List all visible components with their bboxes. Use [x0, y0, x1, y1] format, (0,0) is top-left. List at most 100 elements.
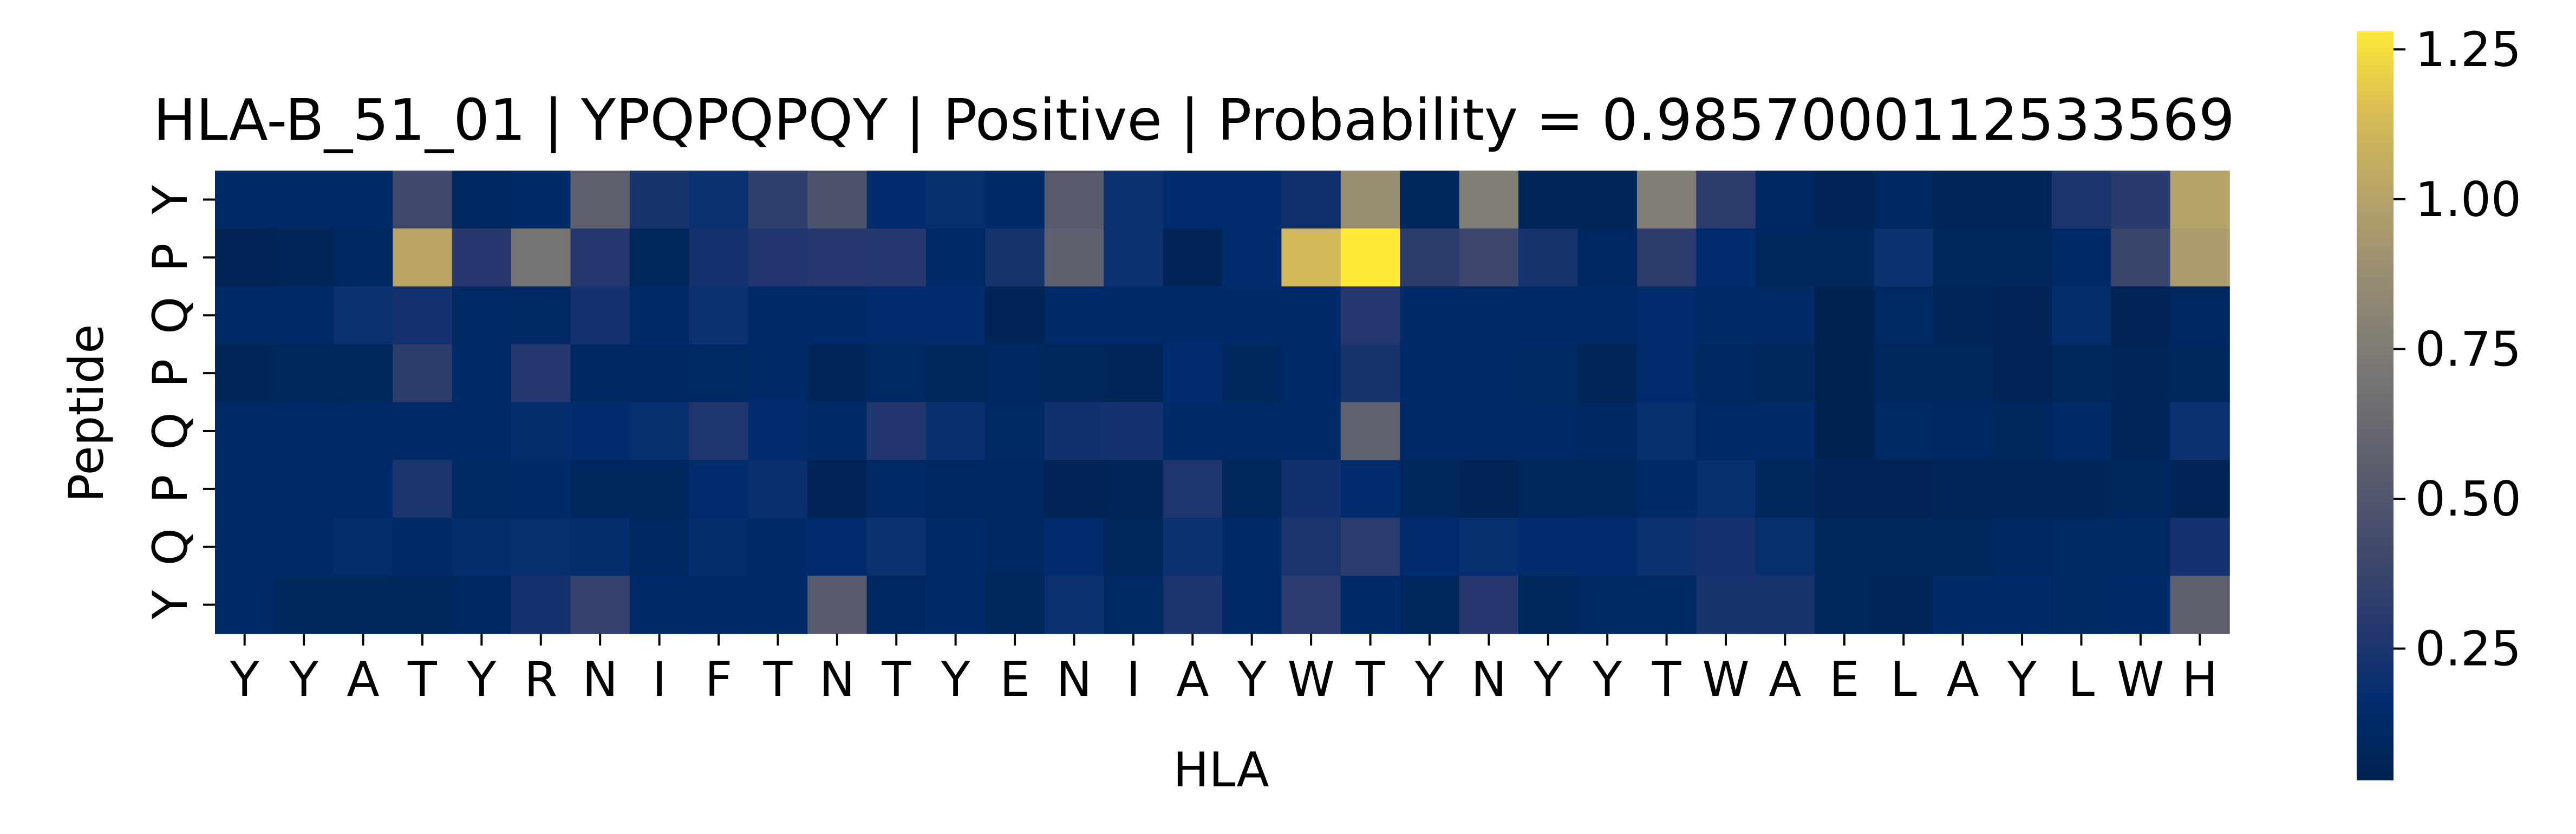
heatmap-cell: [393, 171, 453, 229]
heatmap-cell: [393, 576, 453, 634]
heatmap-cell: [1577, 576, 1638, 634]
heatmap-cell: [1518, 286, 1579, 345]
heatmap-cell: [1577, 402, 1638, 461]
x-tick-label: Y: [1414, 651, 1444, 707]
x-tick-label: E: [1829, 651, 1860, 707]
heatmap-cell: [1577, 286, 1638, 345]
heatmap-cell: [274, 344, 334, 403]
heatmap-cell: [1992, 344, 2052, 403]
x-tick-label: Y: [289, 651, 318, 707]
heatmap-cell: [1815, 228, 1875, 287]
y-tick-label: Q: [142, 412, 198, 449]
heatmap-cell: [1933, 286, 1993, 345]
x-tick-label: L: [2068, 651, 2095, 707]
x-tick-label: N: [1471, 651, 1507, 707]
heatmap-cell: [1400, 344, 1460, 403]
heatmap-cell: [1518, 518, 1579, 576]
heatmap-cell: [2051, 171, 2111, 229]
heatmap-cell: [570, 460, 630, 519]
heatmap-cell: [1518, 171, 1579, 229]
heatmap-cell: [1755, 286, 1815, 345]
heatmap-cell: [333, 460, 394, 519]
heatmap-cell: [925, 171, 986, 229]
heatmap-cell: [866, 286, 927, 345]
colorbar-tick-label: 0.25: [2415, 621, 2521, 677]
heatmap-cell: [807, 228, 868, 287]
heatmap-cell: [1755, 344, 1815, 403]
heatmap-cell: [2170, 171, 2230, 229]
x-tick-label: Y: [466, 651, 496, 707]
heatmap-cell: [1992, 228, 2052, 287]
heatmap-cell: [2051, 286, 2111, 345]
heatmap-cell: [333, 171, 394, 229]
heatmap-cell: [1163, 576, 1223, 634]
colorbar-ticks: 0.25 0.50 0.75 1.00 1.25: [2394, 22, 2521, 677]
y-tick-label: P: [142, 243, 198, 272]
heatmap-cell: [629, 286, 690, 345]
heatmap-cell: [1400, 576, 1460, 634]
y-tick-label: Q: [142, 297, 198, 334]
heatmap-cell: [215, 402, 275, 461]
heatmap-cell: [1874, 518, 1934, 576]
heatmap-cell: [748, 228, 808, 287]
y-tick-label: Q: [142, 528, 198, 565]
heatmap-cell: [1992, 171, 2052, 229]
heatmap-cell: [866, 228, 927, 287]
y-tick-label: P: [142, 359, 198, 388]
heatmap-cell: [1104, 228, 1164, 287]
heatmap-cell: [1400, 171, 1460, 229]
heatmap-cell: [570, 228, 630, 287]
heatmap-cell: [1992, 460, 2052, 519]
x-tick-label: W: [2117, 651, 2164, 707]
x-tick-label: N: [1057, 651, 1092, 707]
heatmap-cell: [1400, 460, 1460, 519]
heatmap-cell: [1222, 460, 1282, 519]
heatmap-cell: [1636, 171, 1697, 229]
heatmap-cell: [1518, 576, 1579, 634]
heatmap-cell: [748, 402, 808, 461]
heatmap-cell: [1163, 344, 1223, 403]
x-tick-label: W: [1702, 651, 1749, 707]
heatmap-cell: [452, 402, 512, 461]
heatmap-cell: [511, 286, 571, 345]
heatmap-cell: [215, 344, 275, 403]
heatmap-cell: [2170, 460, 2230, 519]
y-axis-label: Peptide: [58, 324, 114, 503]
heatmap-cell: [2111, 576, 2171, 634]
heatmap-cell: [511, 460, 571, 519]
heatmap-cell: [1933, 518, 1993, 576]
heatmap-cell: [333, 344, 394, 403]
heatmap-cell: [1222, 286, 1282, 345]
heatmap-cell: [570, 518, 630, 576]
heatmap-cell: [333, 518, 394, 576]
heatmap-cell: [1992, 286, 2052, 345]
heatmap-cell: [985, 228, 1045, 287]
heatmap-cell: [1459, 228, 1519, 287]
heatmap-cell: [748, 344, 808, 403]
heatmap-cell: [2170, 518, 2230, 576]
heatmap-cell: [866, 344, 927, 403]
x-tick-label: Y: [1533, 651, 1563, 707]
heatmap-cell: [1755, 576, 1815, 634]
heatmap-cell: [1696, 228, 1756, 287]
heatmap-cell: [1044, 518, 1104, 576]
heatmap-cell: [2111, 460, 2171, 519]
heatmap-cell: [511, 402, 571, 461]
heatmap-cell: [689, 171, 749, 229]
heatmap-cell: [452, 344, 512, 403]
heatmap-cell: [1459, 576, 1519, 634]
heatmap-cell: [1340, 286, 1401, 345]
heatmap-cell: [1281, 228, 1341, 287]
heatmap-cell: [333, 576, 394, 634]
heatmap-cell: [452, 228, 512, 287]
heatmap-cell: [689, 576, 749, 634]
heatmap-cell: [1459, 171, 1519, 229]
heatmap-cell: [1044, 402, 1104, 461]
heatmap-cell: [1636, 518, 1697, 576]
heatmap-cell: [2111, 402, 2171, 461]
heatmap-cell: [925, 460, 986, 519]
heatmap-cell: [215, 518, 275, 576]
heatmap-cell: [1222, 344, 1282, 403]
heatmap-cell: [333, 286, 394, 345]
